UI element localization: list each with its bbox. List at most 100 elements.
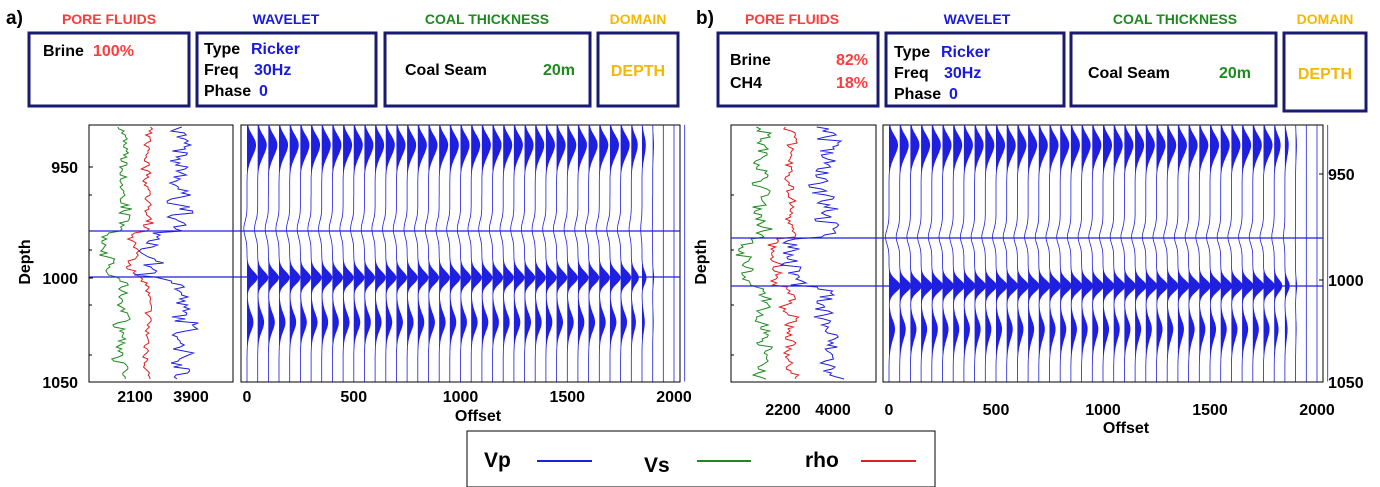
seismic-trace-b-35 [1259,124,1276,382]
seismic-trace-a-10 [350,124,365,382]
seismic-trace-fill-b-15 [1049,125,1061,382]
seismic-trace-a-34 [606,124,621,382]
panel-b-coal-value: 20m [1219,65,1251,82]
panel-b-wavelet-freq-value: 30Hz [944,65,981,82]
panel-a-pore-fluids-box [27,31,191,108]
seismic-trace-a-38 [651,124,655,382]
panel-b-wavelet-type-value: Ricker [941,44,990,61]
seismic-trace-fill-b-29 [1199,125,1211,382]
seismic-trace-fill-b-27 [1177,125,1189,382]
seismic-trace-fill-a-13 [385,125,396,382]
panel-b-log-xtick-1: 4000 [815,402,851,419]
seismic-trace-b-1 [895,124,912,382]
legend-label-vs: Vs [644,454,670,477]
seismic-trace-fill-b-22 [1124,125,1136,382]
seismic-trace-fill-b-1 [899,125,911,382]
seismic-trace-a-7 [318,124,333,382]
panel-a-coal-box [383,31,592,108]
seismic-trace-fill-a-25 [513,125,525,382]
panel-a-seismic-traces [243,124,686,382]
seismic-trace-b-18 [1077,124,1094,382]
seismic-trace-fill-a-7 [321,125,332,382]
seismic-trace-b-6 [949,124,965,382]
seismic-trace-fill-b-13 [1028,125,1040,382]
ytick-label-b-2: 1050 [1328,375,1364,392]
seismic-trace-fill-a-4 [289,125,300,382]
seismic-trace-b-19 [1088,124,1104,382]
seismic-trace-a-18 [435,124,450,382]
seismic-trace-fill-a-9 [343,125,354,382]
seismic-trace-b-25 [1152,124,1169,382]
seismic-trace-fill-b-26 [1167,125,1179,382]
panel-a-x-ticks: 0 500 1000 1500 2000 [243,389,692,406]
seismic-trace-a-3 [275,124,290,382]
seismic-trace-b-2 [906,124,922,382]
seismic-trace-b-11 [1002,124,1019,382]
panel-b-wavelet-freq-label: Freq [894,65,929,82]
seismic-trace-a-2 [264,124,280,382]
seismic-trace-fill-b-25 [1156,125,1168,382]
seismic-trace-fill-b-33 [1242,125,1254,382]
seismic-trace-fill-b-14 [1038,125,1050,382]
seismic-trace-fill-b-32 [1231,125,1243,382]
seismic-trace-a-32 [584,124,600,382]
seismic-trace-b-32 [1227,124,1243,382]
seismic-trace-fill-b-11 [1006,125,1018,382]
xtick-label-b-4: 2000 [1299,402,1335,419]
panel-b-fluid-1-name: CH4 [730,75,762,92]
legend-label-vp: Vp [484,449,511,472]
seismic-trace-b-20 [1099,124,1115,382]
seismic-trace-b-15 [1045,124,1062,382]
seismic-trace-fill-b-35 [1263,125,1275,382]
seismic-trace-b-4 [927,124,944,382]
seismic-trace-b-9 [981,124,997,382]
seismic-trace-fill-b-31 [1220,125,1232,382]
seismic-trace-a-27 [531,124,546,382]
seismic-trace-fill-a-22 [481,125,493,382]
well-log-vp-b [779,126,845,380]
well-log-vs-b [735,126,774,380]
seismic-trace-b-13 [1024,124,1040,382]
panel-b-wavelet-phase-value: 0 [949,86,958,103]
panel-a-wavelet-freq-label: Freq [204,62,239,79]
seismic-trace-fill-b-18 [1081,125,1093,382]
seismic-trace-a-24 [499,124,514,382]
seismic-trace-fill-a-27 [535,125,546,382]
panel-a-fluid-0-pct: 100% [93,43,134,60]
seismic-trace-a-12 [371,124,386,382]
seismic-trace-a-26 [521,124,536,382]
seismic-trace-fill-b-24 [1145,125,1157,382]
seismic-trace-a-20 [456,124,472,382]
panel-b-fluid-1-pct: 18% [836,75,868,92]
panel-b-pore-fluids-box [716,31,880,108]
seismic-trace-fill-a-26 [524,125,535,382]
panel-a-fluid-0-name: Brine [43,43,84,60]
seismic-trace-b-17 [1067,124,1083,382]
seismic-trace-fill-b-5 [942,125,954,382]
seismic-trace-fill-a-18 [439,125,450,382]
seismic-trace-b-38 [1294,124,1298,382]
seismic-trace-fill-a-15 [407,125,418,382]
seismic-trace-fill-a-17 [428,125,439,382]
seismic-trace-fill-a-0 [247,125,258,382]
seismic-trace-b-23 [1131,124,1147,382]
panel-a-wavelet-freq-value: 30Hz [254,62,291,79]
seismic-trace-fill-a-28 [545,125,557,382]
panel-b-log-xtick-0: 2200 [765,402,801,419]
panel-a-wavelet-type-label: Type [204,41,240,58]
panel-b-x-ticks: 0 500 1000 1500 2000 [885,402,1335,419]
seismic-trace-fill-a-36 [631,125,639,382]
seismic-trace-a-37 [640,124,647,382]
panel-a-domain-title: DOMAIN [610,11,667,27]
seismic-trace-b-0 [885,124,901,382]
xtick-label-b-2: 1000 [1085,402,1121,419]
panel-a-wavelet-phase-value: 0 [259,83,268,100]
ytick-label-a-1: 1000 [42,271,78,288]
seismic-trace-fill-b-7 [963,125,975,382]
seismic-trace-fill-a-14 [396,125,407,382]
seismic-trace-a-31 [574,124,589,382]
seismic-trace-fill-a-2 [268,125,279,382]
panel-b-coal-box [1069,31,1278,108]
panel-b-ylabel: Depth [693,239,710,284]
xtick-label-b-3: 1500 [1192,402,1228,419]
